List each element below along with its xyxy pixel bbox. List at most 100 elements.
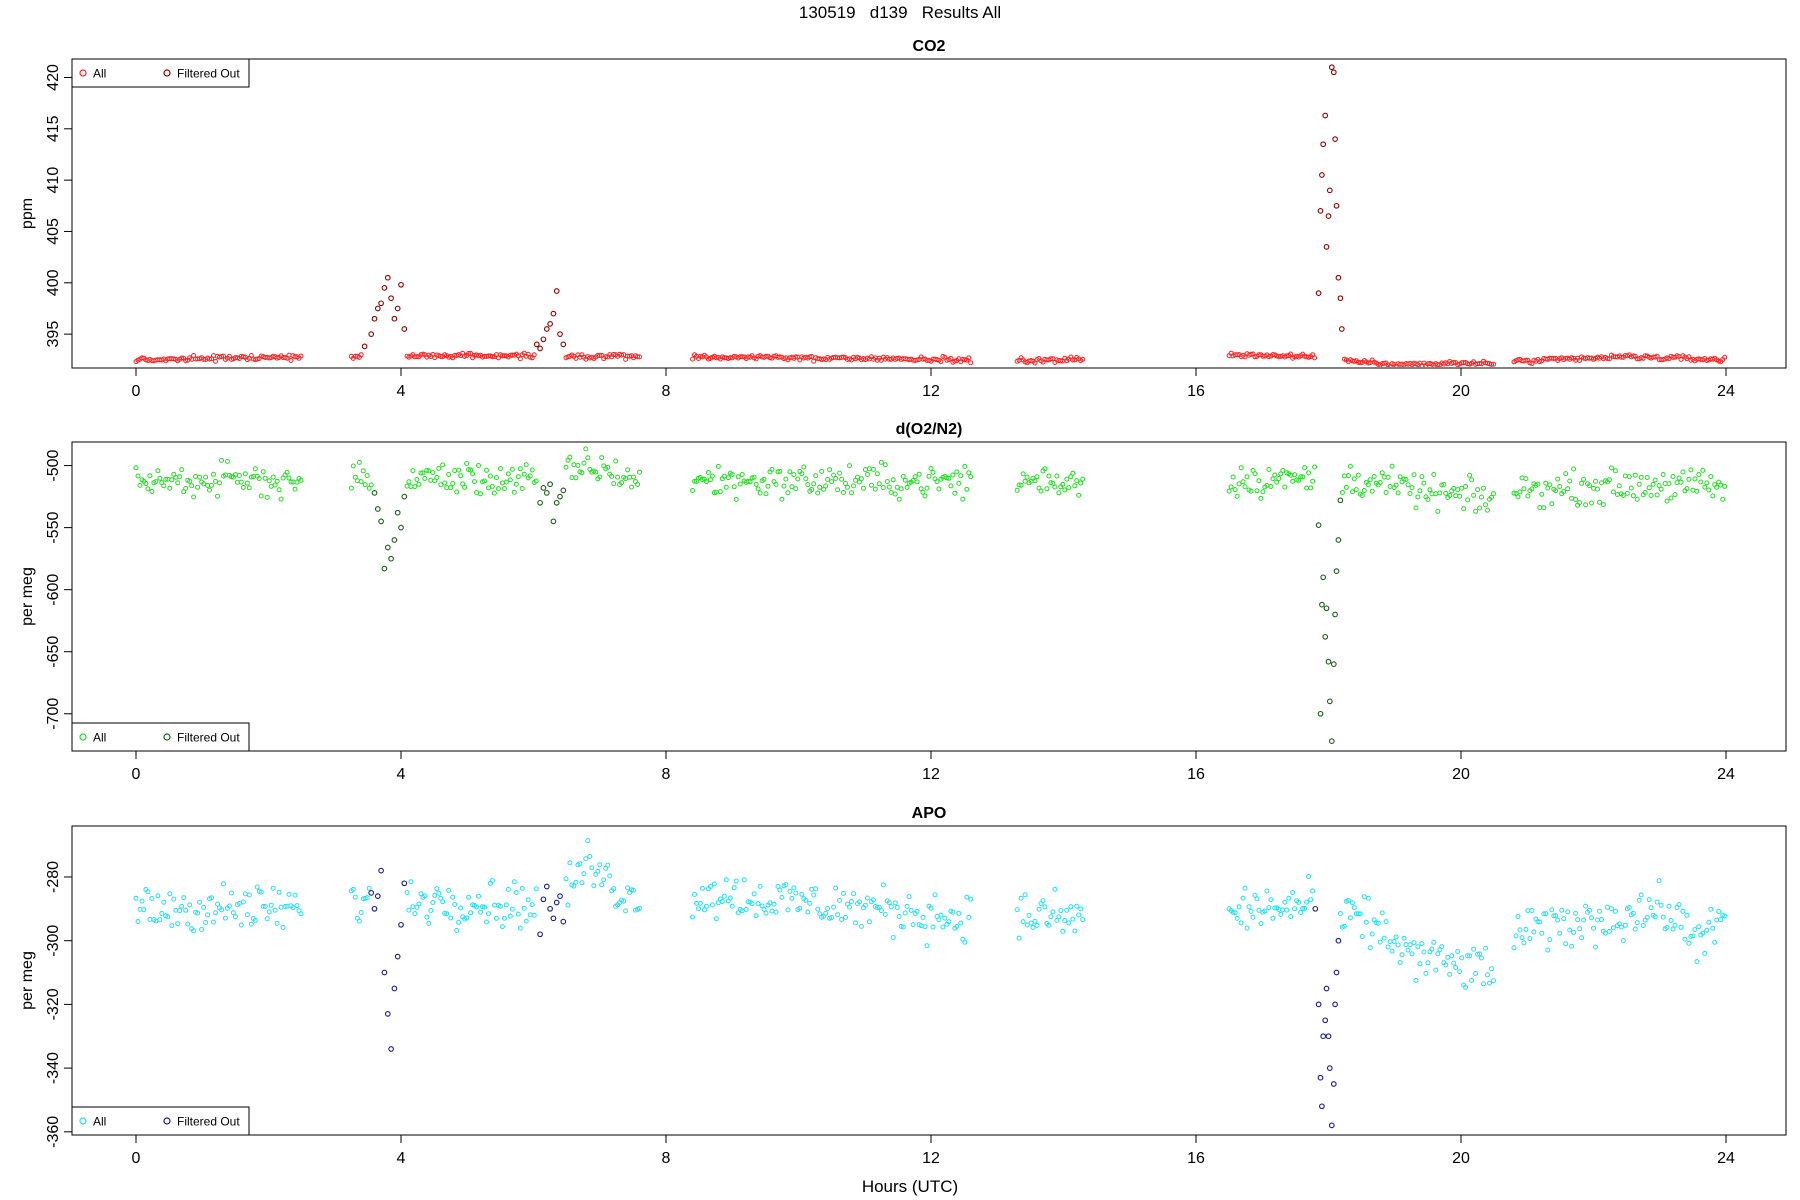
- point-all: [362, 482, 368, 488]
- point-all: [771, 901, 777, 907]
- y-tick-label: -600: [45, 574, 62, 606]
- point-all: [1670, 474, 1676, 479]
- point-all: [1473, 971, 1479, 976]
- x-tick-label: 4: [397, 383, 406, 400]
- point-all: [1473, 508, 1479, 514]
- point-all: [1034, 474, 1040, 480]
- point-all: [1284, 907, 1290, 913]
- point-all: [1308, 485, 1314, 491]
- point-all: [707, 477, 713, 483]
- point-all: [452, 468, 458, 474]
- point-all: [1383, 490, 1389, 495]
- point-all: [847, 463, 852, 469]
- point-all: [1612, 908, 1618, 914]
- point-all: [1487, 980, 1492, 986]
- point-all: [1070, 357, 1076, 363]
- x-tick-label: 12: [922, 1150, 940, 1167]
- point-all: [1042, 904, 1048, 910]
- point-all: [436, 465, 442, 471]
- point-all: [298, 477, 304, 483]
- point-filtered: [398, 921, 404, 928]
- point-all: [904, 903, 910, 909]
- point-all: [789, 895, 795, 901]
- point-all: [849, 490, 854, 496]
- x-tick-label: 0: [132, 766, 141, 783]
- point-all: [454, 489, 460, 495]
- point-all: [444, 485, 450, 491]
- point-all: [350, 463, 356, 469]
- point-all: [195, 484, 201, 490]
- point-all: [862, 467, 868, 473]
- point-all: [523, 462, 529, 468]
- point-all: [1704, 927, 1710, 933]
- point-all: [201, 904, 207, 910]
- point-all: [615, 474, 621, 480]
- plot-frame: [71, 58, 1787, 369]
- point-all: [1567, 478, 1573, 484]
- point-all: [1240, 479, 1246, 485]
- point-all: [368, 482, 374, 488]
- point-all: [1405, 947, 1411, 953]
- x-tick-label: 0: [132, 1150, 141, 1167]
- point-all: [1244, 474, 1250, 480]
- point-all: [1630, 493, 1636, 499]
- point-all: [1606, 477, 1612, 483]
- point-all: [458, 473, 464, 479]
- x-tick-label: 20: [1452, 766, 1470, 783]
- point-all: [159, 911, 165, 916]
- point-all: [1579, 935, 1585, 941]
- point-all: [1652, 914, 1658, 920]
- point-all: [723, 484, 729, 490]
- point-all: [1463, 484, 1469, 489]
- point-all: [1453, 965, 1459, 970]
- point-all: [242, 891, 248, 897]
- point-all: [1445, 954, 1451, 960]
- point-all: [213, 478, 218, 484]
- point-all: [517, 925, 523, 931]
- point-all: [930, 924, 936, 930]
- point-all: [135, 473, 141, 479]
- point-all: [930, 469, 936, 475]
- point-all: [1260, 489, 1266, 495]
- point-all: [1599, 480, 1604, 486]
- point-all: [416, 901, 422, 907]
- y-axis-label: per meg: [19, 951, 36, 1010]
- point-all: [888, 490, 894, 495]
- plot-frame: [71, 441, 1787, 752]
- point-all: [1369, 488, 1375, 494]
- legend-box: [71, 1106, 250, 1136]
- point-all: [135, 919, 141, 924]
- point-all: [577, 861, 583, 867]
- point-all: [1272, 472, 1278, 478]
- point-all: [906, 894, 912, 900]
- point-all: [1415, 494, 1421, 500]
- point-all: [625, 467, 631, 473]
- point-all: [1413, 977, 1419, 983]
- point-filtered: [540, 336, 547, 343]
- point-all: [1571, 929, 1577, 935]
- point-all: [207, 356, 212, 362]
- point-all: [1258, 921, 1264, 927]
- point-all: [910, 922, 916, 928]
- point-all: [761, 476, 767, 482]
- point-all: [1290, 890, 1296, 895]
- point-all: [912, 474, 918, 480]
- point-all: [1240, 895, 1246, 901]
- point-all: [1553, 913, 1559, 919]
- point-all: [440, 899, 446, 905]
- point-all: [1678, 479, 1684, 485]
- point-all: [1525, 908, 1531, 914]
- point-all: [946, 475, 952, 481]
- point-all: [1547, 482, 1553, 488]
- point-all: [278, 496, 284, 502]
- point-all: [878, 908, 884, 914]
- point-all: [527, 912, 533, 918]
- point-filtered: [1330, 69, 1337, 76]
- point-all: [1644, 914, 1650, 920]
- point-all: [1284, 353, 1290, 359]
- point-all: [1357, 360, 1363, 366]
- point-all: [1515, 914, 1521, 919]
- point-all: [1014, 907, 1020, 913]
- x-tick-label: 24: [1717, 766, 1735, 783]
- figure-title: 130519 d139 Results All: [798, 3, 1002, 22]
